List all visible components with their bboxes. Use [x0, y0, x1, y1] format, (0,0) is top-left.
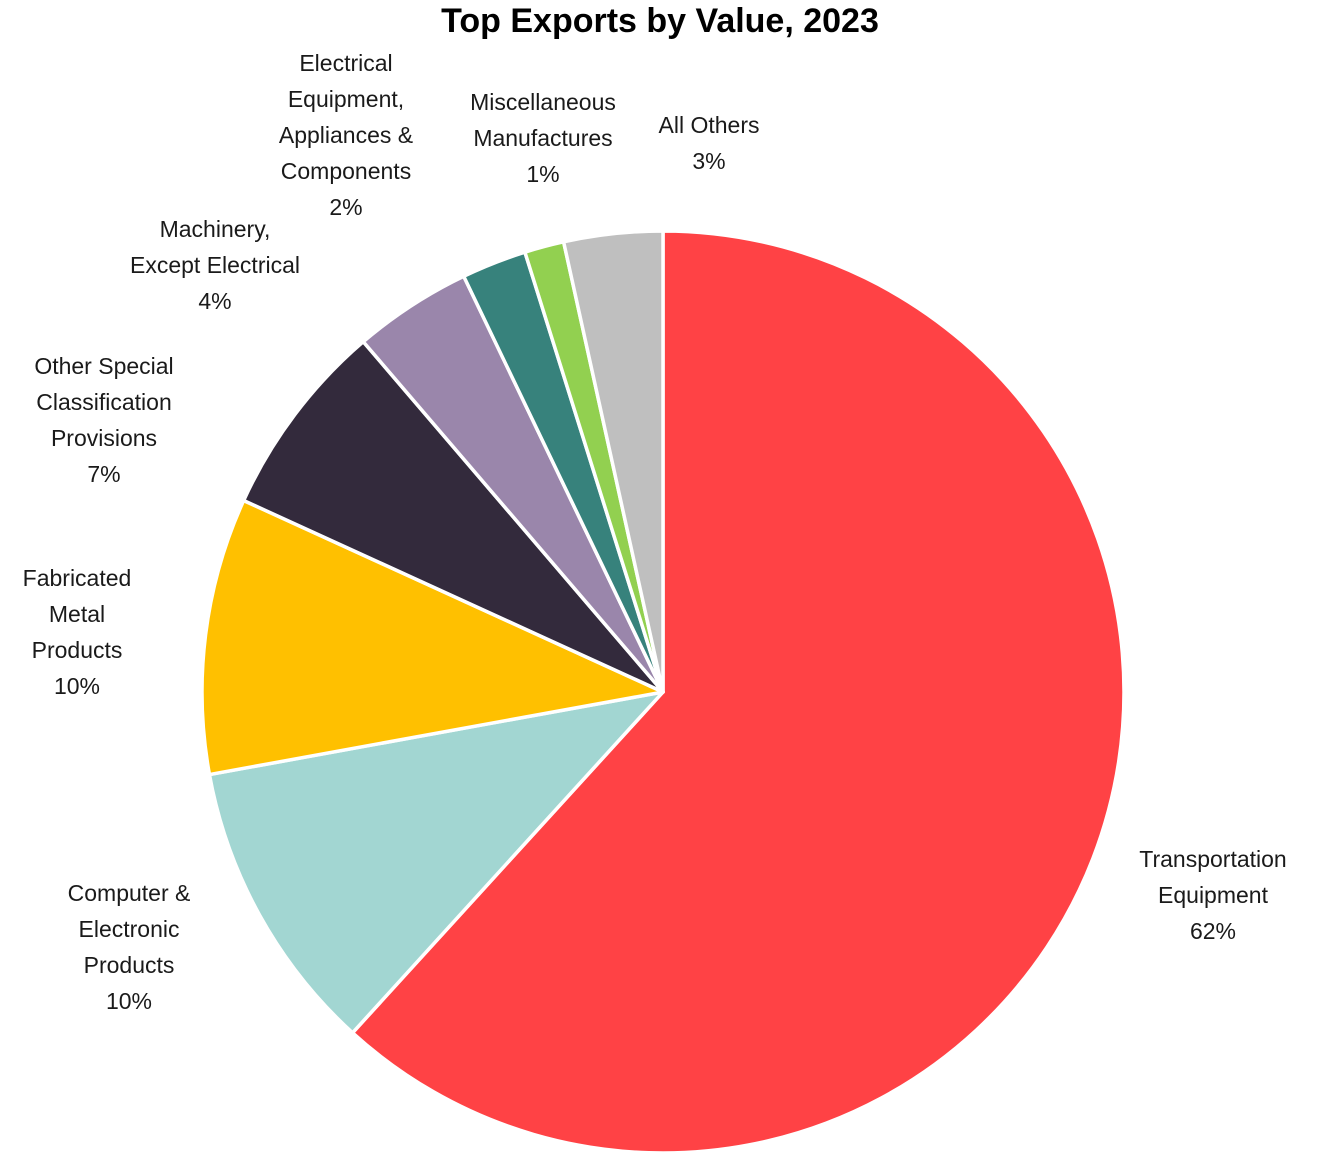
slice-category-label: Except Electrical [130, 252, 300, 278]
pie-slice-0 [350, 229, 1126, 1153]
slice-percent-label: 62% [1190, 918, 1236, 944]
slice-percent-label: 3% [692, 148, 725, 174]
slice-label-4: Machinery, Except Electrical 4% [130, 216, 300, 314]
slice-category-label: Manufactures [473, 125, 612, 151]
slice-category-label: Appliances & [279, 122, 413, 148]
slice-percent-label: 10% [54, 673, 100, 699]
slice-category-label: Components [281, 158, 411, 184]
slice-percent-label: 1% [526, 161, 559, 187]
pie-slice-7 [561, 229, 665, 694]
slice-label-0: Transportation Equipment 62% [1139, 846, 1286, 944]
pie-slice-3 [241, 339, 665, 694]
slice-category-label: Other Special [34, 353, 173, 379]
pie-slice-1 [207, 690, 665, 1035]
slice-percent-label: 7% [87, 461, 120, 487]
chart-title: Top Exports by Value, 2023 [441, 2, 879, 40]
slice-category-label: Electronic [79, 916, 180, 942]
pie-slice-2 [200, 498, 665, 777]
slice-label-6: Miscellaneous Manufactures 1% [470, 89, 616, 187]
slice-category-label: Products [84, 952, 175, 978]
slice-label-1: Computer & Electronic Products 10% [68, 880, 191, 1014]
slice-category-label: Provisions [51, 425, 157, 451]
slice-category-label: Equipment, [288, 86, 404, 112]
slice-label-2: Fabricated Metal Products 10% [23, 565, 132, 699]
slice-category-label: Products [32, 637, 123, 663]
slice-category-label: Electrical [299, 50, 392, 76]
slice-category-label: Miscellaneous [470, 89, 616, 115]
slice-label-5: Electrical Equipment, Appliances & Componen… [279, 50, 413, 220]
slice-category-label: All Others [659, 112, 760, 138]
slice-category-label: Transportation [1139, 846, 1286, 872]
slice-category-label: Classification [36, 389, 172, 415]
slice-label-7: All Others 3% [659, 112, 760, 174]
slice-label-3: Other Special Classification Provisions 7% [34, 353, 173, 487]
slice-percent-label: 4% [198, 288, 231, 314]
slice-percent-label: 2% [329, 194, 362, 220]
pie-slices [200, 229, 1126, 1153]
slice-labels: Transportation Equipment 62% Computer & Elec… [23, 50, 1287, 1014]
slice-category-label: Fabricated [23, 565, 132, 591]
slice-percent-label: 10% [106, 988, 152, 1014]
slice-category-label: Metal [49, 601, 105, 627]
slice-category-label: Computer & [68, 880, 191, 906]
slice-category-label: Equipment [1158, 882, 1269, 908]
slice-category-label: Machinery, [160, 216, 271, 242]
